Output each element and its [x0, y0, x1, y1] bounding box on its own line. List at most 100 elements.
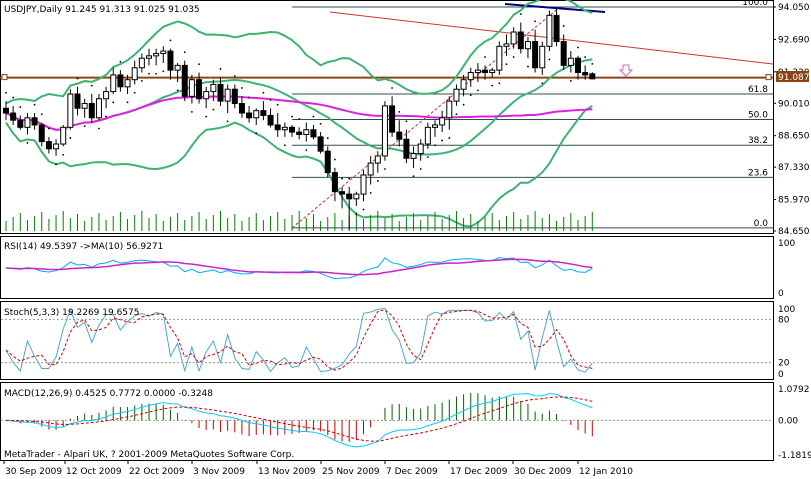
- candle[interactable]: [231, 88, 238, 105]
- sar-dot: [341, 177, 343, 180]
- candle[interactable]: [360, 174, 367, 195]
- price-tick-label: 85.970: [778, 196, 810, 206]
- candle[interactable]: [38, 124, 45, 143]
- candle[interactable]: [153, 52, 160, 57]
- candle[interactable]: [582, 72, 589, 76]
- candle[interactable]: [103, 91, 110, 100]
- candle[interactable]: [539, 45, 546, 69]
- candle[interactable]: [174, 64, 181, 71]
- candle[interactable]: [439, 117, 446, 126]
- candle[interactable]: [417, 143, 424, 155]
- candle[interactable]: [324, 150, 331, 174]
- candle[interactable]: [17, 119, 24, 128]
- sar-dot: [133, 91, 136, 94]
- sar-dot: [112, 101, 115, 104]
- candle[interactable]: [396, 131, 403, 140]
- candle[interactable]: [117, 74, 124, 88]
- candle[interactable]: [424, 126, 431, 145]
- candle[interactable]: [460, 79, 467, 90]
- candle[interactable]: [453, 88, 460, 102]
- sar-dot: [48, 127, 50, 130]
- candle[interactable]: [560, 41, 567, 66]
- candle[interactable]: [367, 162, 374, 176]
- candle[interactable]: [217, 83, 224, 102]
- macd-panel[interactable]: [0, 382, 774, 461]
- candle[interactable]: [503, 43, 510, 47]
- candle[interactable]: [160, 50, 167, 54]
- candle[interactable]: [589, 73, 596, 80]
- candle[interactable]: [474, 69, 481, 74]
- candle[interactable]: [374, 155, 381, 164]
- candle[interactable]: [53, 143, 60, 150]
- candle[interactable]: [524, 41, 531, 50]
- candle[interactable]: [403, 138, 410, 159]
- candle[interactable]: [138, 57, 145, 69]
- date-label: 30 Sep 2009: [5, 467, 62, 477]
- candle[interactable]: [24, 117, 31, 128]
- candle[interactable]: [410, 153, 417, 159]
- candle[interactable]: [210, 83, 217, 93]
- candle[interactable]: [432, 124, 438, 128]
- candle[interactable]: [95, 98, 102, 119]
- rsi-title: RSI(14) 49.5397 ->MA(10) 56.9271: [4, 242, 163, 252]
- candle[interactable]: [489, 69, 496, 74]
- sar-dot: [519, 13, 522, 16]
- candle[interactable]: [517, 31, 524, 50]
- candle[interactable]: [124, 79, 131, 88]
- sar-dot: [126, 101, 129, 104]
- candle[interactable]: [553, 14, 560, 43]
- candle[interactable]: [181, 64, 188, 97]
- candle[interactable]: [260, 110, 267, 116]
- candle[interactable]: [353, 193, 360, 200]
- candle[interactable]: [224, 88, 231, 102]
- candle[interactable]: [67, 93, 74, 128]
- candle[interactable]: [281, 126, 288, 131]
- candle[interactable]: [203, 91, 210, 100]
- candle[interactable]: [381, 105, 388, 157]
- candle[interactable]: [289, 126, 295, 133]
- candle[interactable]: [131, 67, 138, 81]
- candle[interactable]: [45, 141, 52, 150]
- candle[interactable]: [110, 74, 117, 93]
- hline-handle[interactable]: [1, 74, 8, 81]
- candle[interactable]: [303, 129, 310, 135]
- candle[interactable]: [167, 50, 174, 71]
- sar-dot: [62, 153, 65, 156]
- candle[interactable]: [188, 79, 195, 97]
- rsi-panel[interactable]: [0, 236, 774, 299]
- candle[interactable]: [246, 112, 253, 119]
- candle[interactable]: [567, 57, 574, 66]
- candle[interactable]: [467, 72, 474, 81]
- candle[interactable]: [446, 100, 453, 119]
- candle[interactable]: [88, 103, 95, 119]
- candle[interactable]: [575, 57, 581, 74]
- candle[interactable]: [496, 45, 503, 71]
- candle[interactable]: [31, 117, 38, 126]
- candle[interactable]: [3, 107, 9, 114]
- candle[interactable]: [10, 112, 17, 121]
- candle[interactable]: [310, 129, 317, 138]
- candle[interactable]: [253, 110, 260, 119]
- candle[interactable]: [532, 41, 539, 69]
- candle[interactable]: [274, 124, 281, 131]
- candle[interactable]: [482, 69, 489, 74]
- hline-handle[interactable]: [765, 74, 772, 81]
- candle[interactable]: [546, 14, 553, 47]
- candle[interactable]: [331, 172, 338, 193]
- candle[interactable]: [238, 103, 245, 114]
- candle[interactable]: [74, 93, 81, 109]
- candle[interactable]: [60, 126, 67, 145]
- candle[interactable]: [267, 114, 274, 126]
- candle[interactable]: [389, 105, 396, 133]
- candle[interactable]: [146, 55, 152, 59]
- candle[interactable]: [346, 193, 353, 200]
- down-arrow-icon[interactable]: [618, 64, 634, 77]
- candle[interactable]: [339, 191, 346, 195]
- fib-label: 50.0: [748, 110, 768, 120]
- candle[interactable]: [510, 31, 517, 45]
- macd-plot: [1, 392, 773, 448]
- candle[interactable]: [317, 136, 324, 152]
- candle[interactable]: [296, 131, 303, 135]
- candle[interactable]: [196, 79, 203, 100]
- candle[interactable]: [81, 103, 88, 109]
